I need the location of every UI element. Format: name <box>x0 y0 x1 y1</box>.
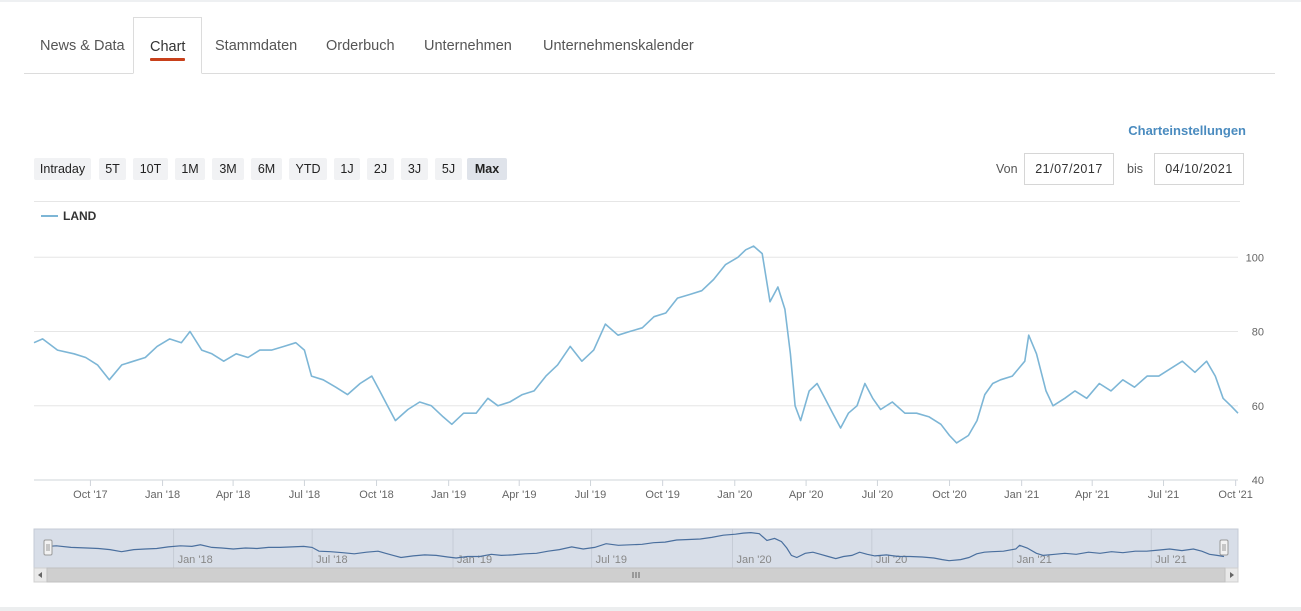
x-tick-label: Jan '19 <box>431 489 466 501</box>
range-button-1j[interactable]: 1J <box>334 158 360 180</box>
y-tick-label: 100 <box>1246 252 1264 264</box>
tab-label: Orderbuch <box>326 38 395 54</box>
series-line-land <box>33 245 1239 444</box>
to-date-label: bis <box>1127 162 1143 176</box>
x-tick-label: Jan '20 <box>717 489 752 501</box>
tab-label: Stammdaten <box>215 38 298 54</box>
x-tick-label: Oct '20 <box>932 489 967 501</box>
scroll-left-arrow-icon[interactable] <box>38 572 42 578</box>
navigator-right-handle[interactable] <box>1219 539 1229 556</box>
y-tick-label: 80 <box>1252 327 1264 339</box>
chart-top-divider <box>34 201 1240 202</box>
navigator-selection[interactable] <box>33 528 1239 569</box>
from-date-input[interactable] <box>1024 153 1114 185</box>
range-button-3j[interactable]: 3J <box>401 158 428 180</box>
legend-swatch <box>41 215 58 217</box>
range-button-10t[interactable]: 10T <box>133 158 168 180</box>
tab-unternehmen[interactable]: Unternehmen <box>408 17 528 73</box>
from-date-label: Von <box>996 162 1018 176</box>
to-date-input[interactable] <box>1154 153 1244 185</box>
x-tick-label: Jan '18 <box>145 489 180 501</box>
tab-unternehmenskalender[interactable]: Unternehmenskalender <box>527 17 710 73</box>
range-button-max[interactable]: Max <box>467 158 507 180</box>
navigator-tick-label: Jan '20 <box>736 554 771 566</box>
top-border <box>0 0 1301 2</box>
series-layer <box>33 245 1239 444</box>
tab-news-data[interactable]: News & Data <box>24 17 141 73</box>
navigator-tick-label: Jul '19 <box>596 554 627 566</box>
tab-stammdaten[interactable]: Stammdaten <box>199 17 313 73</box>
navigator-tick-label: Jan '18 <box>178 554 213 566</box>
chart-settings-link[interactable]: Charteinstellungen <box>1128 123 1246 138</box>
range-button-3m[interactable]: 3M <box>212 158 244 180</box>
x-tick-label: Jan '21 <box>1004 489 1039 501</box>
tab-label: Unternehmenskalender <box>543 38 694 54</box>
navigator-tick-label: Jan '19 <box>457 554 492 566</box>
range-button-5j[interactable]: 5J <box>435 158 462 180</box>
navigator-tick-label: Jul '21 <box>1155 554 1186 566</box>
x-tick-label: Apr '18 <box>216 489 251 501</box>
y-axis-labels: 40 60 80 100 <box>1246 252 1264 487</box>
tab-bar: News & Data Chart Stammdaten Orderbuch U… <box>24 17 1275 74</box>
x-tick-label: Apr '21 <box>1075 489 1110 501</box>
x-tick-label: Oct '19 <box>645 489 680 501</box>
navigator-left-handle[interactable] <box>43 539 53 556</box>
y-tick-label: 40 <box>1252 475 1264 487</box>
range-button-5t[interactable]: 5T <box>99 158 126 180</box>
range-button-ytd[interactable]: YTD <box>289 158 327 180</box>
x-tick-label: Oct '17 <box>73 489 108 501</box>
tab-label: News & Data <box>40 38 125 54</box>
x-tick-label: Oct '21 <box>1218 489 1253 501</box>
navigator[interactable]: Jan '18 Jul '18 Jan '19 Jul '19 Jan '20 Jul '… <box>33 528 1239 583</box>
x-axis-labels: Oct '17 Jan '18 Apr '18 Jul '18 Oct '18 Jan '… <box>73 480 1253 501</box>
scroll-right-arrow-icon[interactable] <box>1230 572 1234 578</box>
x-tick-label: Jul '20 <box>862 489 893 501</box>
x-tick-label: Jul '18 <box>289 489 320 501</box>
range-button-1m[interactable]: 1M <box>175 158 205 180</box>
tab-label: Unternehmen <box>424 38 512 54</box>
range-button-intraday[interactable]: Intraday <box>34 158 91 180</box>
range-button-6m[interactable]: 6M <box>251 158 282 180</box>
active-tab-underline <box>150 58 186 61</box>
x-tick-label: Apr '19 <box>502 489 537 501</box>
y-tick-label: 60 <box>1252 401 1264 413</box>
tab-orderbuch[interactable]: Orderbuch <box>310 17 411 73</box>
x-tick-label: Apr '20 <box>789 489 824 501</box>
navigator-series-line <box>47 531 1225 562</box>
legend-label: LAND <box>63 209 97 223</box>
tab-label: Chart <box>150 39 186 55</box>
navigator-tick-label: Jan '21 <box>1017 554 1052 566</box>
range-button-2j[interactable]: 2J <box>367 158 394 180</box>
x-tick-label: Oct '18 <box>359 489 394 501</box>
x-tick-label: Jul '21 <box>1148 489 1179 501</box>
x-tick-label: Jul '19 <box>575 489 606 501</box>
navigator-tick-label: Jul '18 <box>316 554 347 566</box>
bottom-border <box>0 607 1301 611</box>
tab-chart[interactable]: Chart <box>133 17 203 74</box>
grid-lines <box>34 256 1238 481</box>
